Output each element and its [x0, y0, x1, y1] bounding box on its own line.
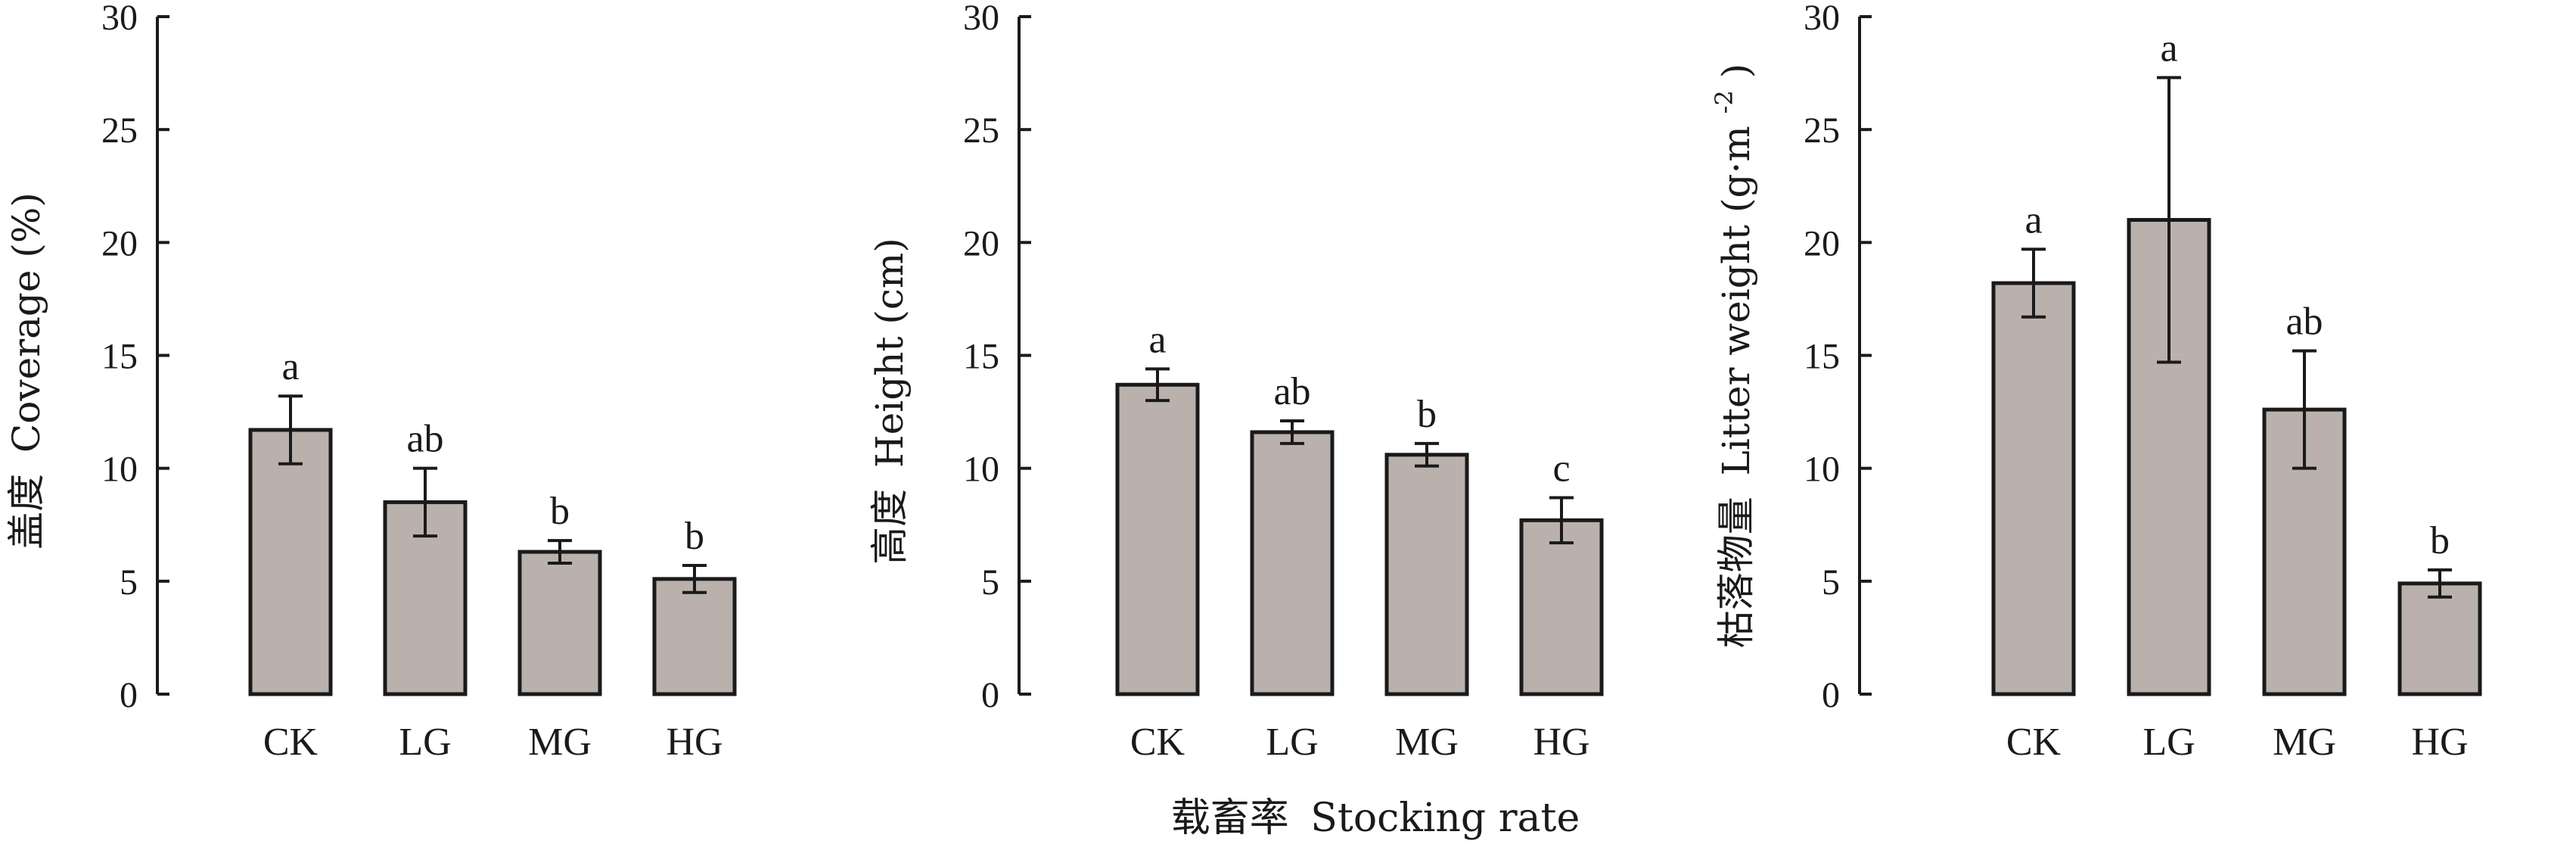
error-bar-coverage-hg [682, 563, 707, 594]
bar-height-hg [1519, 518, 1604, 696]
significance-label-litter-mg: ab [2285, 301, 2323, 344]
y-tick-label-coverage-5: 25 [101, 111, 138, 151]
significance-label-litter-lg: a [2160, 27, 2177, 70]
panel-litter: 0 5 10 15 20 25 30 a a ab b CK LG MG HG 枯落物量 Litter … [1698, 0, 2482, 764]
bar-height-mg [1384, 453, 1469, 696]
significance-label-height-lg: ab [1273, 370, 1310, 413]
x-category-label-coverage-mg: MG [528, 721, 592, 764]
y-tick-label-height-6: 30 [963, 0, 999, 38]
y-tick-label-height-5: 25 [963, 111, 999, 151]
y-ticks-height: 0 5 10 15 20 25 30 [963, 0, 1031, 715]
x-category-label-litter-ck: CK [2006, 721, 2062, 764]
bar-litter-hg [2397, 581, 2482, 696]
x-categories-litter: CK LG MG HG [2006, 721, 2469, 764]
significance-label-coverage-hg: b [685, 515, 704, 558]
significance-label-litter-hg: b [2430, 519, 2450, 562]
x-categories-height: CK LG MG HG [1130, 721, 1590, 764]
x-categories-coverage: CK LG MG HG [263, 721, 723, 764]
error-bar-litter-hg [2428, 568, 2452, 599]
x-category-label-litter-mg: MG [2273, 721, 2336, 764]
y-tick-label-coverage-0: 0 [120, 675, 138, 715]
y-tick-label-coverage-6: 30 [101, 0, 138, 38]
y-tick-label-litter-4: 20 [1804, 223, 1840, 263]
panel-coverage: 0 5 10 15 20 25 30 a ab b b CK LG MG HG 盖度 Coverage … [5, 0, 737, 764]
error-bar-height-mg [1415, 441, 1439, 468]
y-tick-label-coverage-4: 20 [101, 223, 138, 263]
panel-height: 0 5 10 15 20 25 30 a ab b c CK LG MG HG 高度 Height (c… [868, 0, 1604, 764]
error-bar-height-lg [1280, 419, 1304, 445]
bar-coverage-mg [517, 550, 602, 696]
y-tick-label-litter-3: 15 [1804, 337, 1840, 377]
bar-height-ck [1115, 382, 1200, 696]
y-ticks-coverage: 0 5 10 15 20 25 30 [101, 0, 169, 715]
bars-litter: a a ab b [1991, 27, 2482, 696]
significance-label-height-mg: b [1417, 393, 1437, 436]
y-tick-label-litter-6: 30 [1804, 0, 1840, 38]
y-axis-label-height: 高度 Height (cm) [868, 238, 912, 565]
error-bar-coverage-lg [413, 466, 437, 538]
bar-height-lg [1250, 430, 1335, 696]
y-tick-label-height-4: 20 [963, 223, 999, 263]
x-category-label-litter-hg: HG [2411, 721, 2468, 764]
y-tick-label-height-1: 5 [981, 562, 999, 603]
y-tick-label-height-0: 0 [981, 675, 999, 715]
error-bar-litter-mg [2292, 349, 2317, 470]
y-tick-label-litter-1: 5 [1822, 562, 1840, 603]
significance-label-coverage-lg: ab [406, 418, 443, 461]
error-bar-height-ck [1145, 367, 1170, 403]
error-bar-coverage-ck [278, 394, 303, 466]
bar-coverage-ck [248, 428, 333, 696]
error-bar-litter-lg [2157, 76, 2181, 364]
y-tick-label-height-3: 15 [963, 337, 999, 377]
error-bar-coverage-mg [548, 539, 572, 565]
bars-coverage: a ab b b [248, 345, 737, 696]
y-tick-label-coverage-1: 5 [120, 562, 138, 603]
x-category-label-coverage-ck: CK [263, 721, 319, 764]
y-tick-label-litter-2: 10 [1804, 450, 1840, 490]
y-axis-label-coverage: 盖度 Coverage (%) [5, 192, 48, 550]
bar-coverage-hg [652, 577, 737, 696]
x-category-label-coverage-hg: HG [666, 721, 722, 764]
y-tick-label-height-2: 10 [963, 450, 999, 490]
error-bar-litter-ck [2021, 248, 2046, 319]
error-bar-height-hg [1549, 496, 1574, 545]
x-category-label-height-hg: HG [1533, 721, 1589, 764]
y-tick-label-litter-0: 0 [1822, 675, 1840, 715]
y-axis-label-litter: 枯落物量 Litter weight (g·m -2 ) [1698, 64, 1758, 649]
x-axis-label: 载畜率 Stocking rate [1171, 796, 1580, 841]
x-category-label-height-mg: MG [1395, 721, 1459, 764]
significance-label-litter-ck: a [2024, 198, 2042, 241]
significance-label-coverage-ck: a [281, 345, 299, 388]
y-ticks-litter: 0 5 10 15 20 25 30 [1804, 0, 1872, 715]
x-category-label-coverage-lg: LG [399, 721, 451, 764]
x-category-label-litter-lg: LG [2143, 721, 2195, 764]
y-tick-label-coverage-3: 15 [101, 337, 138, 377]
bar-litter-ck [1991, 281, 2076, 696]
significance-label-height-hg: c [1552, 447, 1570, 490]
bars-height: a ab b c [1115, 318, 1604, 696]
x-category-label-height-lg: LG [1266, 721, 1318, 764]
x-category-label-height-ck: CK [1130, 721, 1185, 764]
y-tick-label-litter-5: 25 [1804, 111, 1840, 151]
significance-label-height-ck: a [1148, 318, 1166, 361]
y-tick-label-coverage-2: 10 [101, 450, 138, 490]
significance-label-coverage-mg: b [550, 490, 570, 533]
